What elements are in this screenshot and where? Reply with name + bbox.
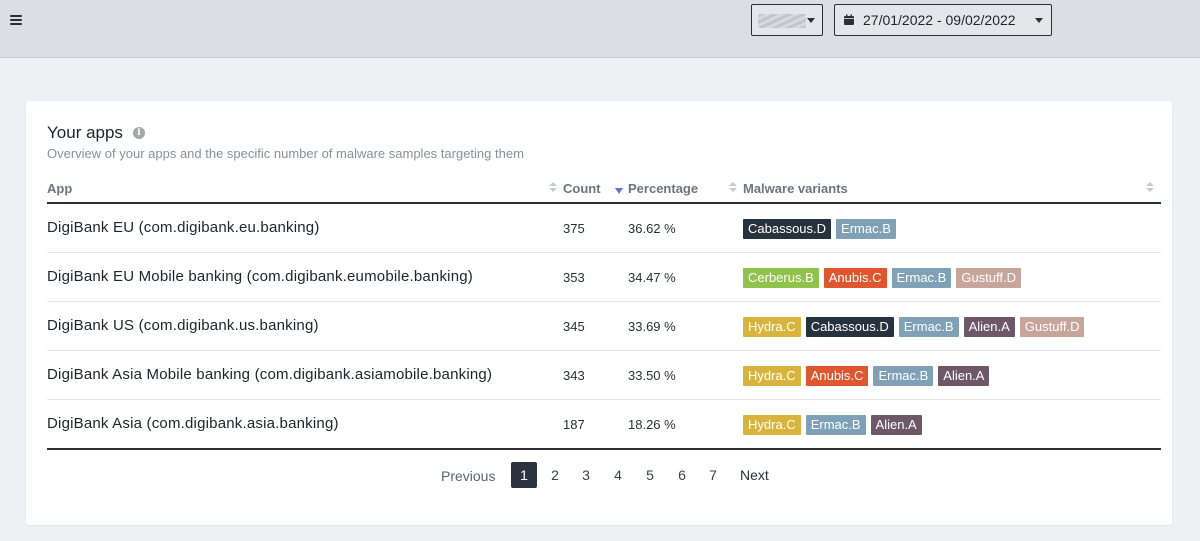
app-name-cell: DigiBank EU (com.digibank.eu.banking) xyxy=(47,219,320,236)
pagination-next[interactable]: Next xyxy=(740,467,769,483)
date-range-picker[interactable]: 27/01/2022 - 09/02/2022 xyxy=(834,4,1052,36)
pagination-previous[interactable]: Previous xyxy=(441,468,496,484)
percentage-cell: 18.26 % xyxy=(628,417,676,432)
malware-variant-badge[interactable]: Hydra.C xyxy=(743,366,801,386)
malware-variants-cell: Hydra.C Cabassous.D Ermac.B Alien.A Gustuff.… xyxy=(743,317,1085,337)
malware-variants-cell: Cabassous.D Ermac.B xyxy=(743,219,896,239)
pagination-page-1[interactable]: 1 xyxy=(511,462,537,488)
count-cell: 343 xyxy=(563,368,585,383)
malware-variant-badge[interactable]: Cabassous.D xyxy=(743,219,832,239)
app-name-cell: DigiBank Asia Mobile banking (com.digiba… xyxy=(47,366,493,383)
malware-variant-badge[interactable]: Anubis.C xyxy=(805,366,869,386)
table-footer-divider xyxy=(47,448,1161,450)
percentage-cell: 34.47 % xyxy=(628,270,676,285)
column-header-app[interactable]: App xyxy=(47,181,73,196)
percentage-cell: 36.62 % xyxy=(628,221,676,236)
malware-variant-badge[interactable]: Ermac.B xyxy=(898,317,959,337)
sort-icon[interactable] xyxy=(1146,182,1154,193)
table-row[interactable]: DigiBank Asia Mobile banking (com.digiba… xyxy=(47,351,1161,400)
malware-variant-badge[interactable]: Gustuff.D xyxy=(1019,317,1085,337)
info-icon[interactable]: i xyxy=(133,127,145,139)
column-header-count[interactable]: Count xyxy=(563,181,601,196)
account-name-redacted xyxy=(758,14,806,28)
app-name-cell: DigiBank Asia (com.digibank.asia.banking… xyxy=(47,415,339,432)
table-row[interactable]: DigiBank US (com.digibank.us.banking) 345… xyxy=(47,302,1161,351)
malware-variant-badge[interactable]: Ermac.B xyxy=(873,366,934,386)
chevron-down-icon xyxy=(1035,18,1043,23)
table-row[interactable]: DigiBank EU (com.digibank.eu.banking) 375… xyxy=(47,204,1161,253)
count-cell: 353 xyxy=(563,270,585,285)
count-cell: 187 xyxy=(563,417,585,432)
top-bar: 27/01/2022 - 09/02/2022 xyxy=(0,0,1200,58)
malware-variant-badge[interactable]: Hydra.C xyxy=(743,317,801,337)
malware-variants-cell: Hydra.C Ermac.B Alien.A xyxy=(743,415,922,435)
apps-card: Your apps i Overview of your apps and th… xyxy=(26,101,1172,525)
card-title: Your apps xyxy=(47,123,123,142)
column-header-percentage[interactable]: Percentage xyxy=(628,181,699,196)
malware-variant-badge[interactable]: Hydra.C xyxy=(743,415,801,435)
app-name-cell: DigiBank EU Mobile banking (com.digibank… xyxy=(47,268,473,285)
hamburger-icon[interactable] xyxy=(10,15,22,25)
sort-descending-icon[interactable] xyxy=(615,188,623,194)
malware-variant-badge[interactable]: Cerberus.B xyxy=(743,268,819,288)
percentage-cell: 33.69 % xyxy=(628,319,676,334)
malware-variant-badge[interactable]: Anubis.C xyxy=(823,268,887,288)
malware-variants-cell: Cerberus.B Anubis.C Ermac.B Gustuff.D xyxy=(743,268,1022,288)
malware-variant-badge[interactable]: Ermac.B xyxy=(891,268,952,288)
count-cell: 345 xyxy=(563,319,585,334)
table-header-divider xyxy=(47,202,1161,204)
malware-variant-badge[interactable]: Ermac.B xyxy=(805,415,866,435)
pagination-page-5[interactable]: 5 xyxy=(646,467,654,483)
malware-variant-badge[interactable]: Ermac.B xyxy=(836,219,896,239)
percentage-cell: 33.50 % xyxy=(628,368,676,383)
malware-variant-badge[interactable]: Alien.A xyxy=(938,366,990,386)
pagination-page-7[interactable]: 7 xyxy=(709,467,717,483)
malware-variant-badge[interactable]: Cabassous.D xyxy=(805,317,894,337)
table-row[interactable]: DigiBank Asia (com.digibank.asia.banking… xyxy=(47,400,1161,449)
card-subtitle: Overview of your apps and the specific n… xyxy=(47,146,524,161)
pagination-page-3[interactable]: 3 xyxy=(582,467,590,483)
column-header-malware-variants[interactable]: Malware variants xyxy=(743,181,848,196)
pagination-page-2[interactable]: 2 xyxy=(551,467,559,483)
pagination-page-4[interactable]: 4 xyxy=(614,467,622,483)
calendar-icon xyxy=(844,14,854,25)
malware-variant-badge[interactable]: Gustuff.D xyxy=(956,268,1022,288)
count-cell: 375 xyxy=(563,221,585,236)
malware-variant-badge[interactable]: Alien.A xyxy=(963,317,1015,337)
sort-icon[interactable] xyxy=(729,182,737,193)
app-name-cell: DigiBank US (com.digibank.us.banking) xyxy=(47,317,319,334)
chevron-down-icon xyxy=(807,18,815,23)
date-range-text: 27/01/2022 - 09/02/2022 xyxy=(863,12,1016,28)
malware-variants-cell: Hydra.C Anubis.C Ermac.B Alien.A xyxy=(743,366,990,386)
malware-variant-badge[interactable]: Alien.A xyxy=(870,415,922,435)
pagination-page-6[interactable]: 6 xyxy=(678,467,686,483)
sort-icon[interactable] xyxy=(549,182,557,193)
account-select[interactable] xyxy=(751,4,823,36)
table-row[interactable]: DigiBank EU Mobile banking (com.digibank… xyxy=(47,253,1161,302)
